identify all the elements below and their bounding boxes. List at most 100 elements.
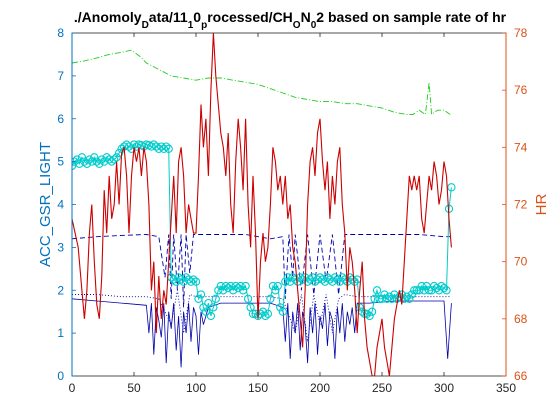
x-tick-label: 300 [434, 381, 454, 395]
series-layer [72, 33, 456, 376]
title-part: O [293, 20, 301, 31]
chart-title-text: ./AnomolyData/1110processed/CHON02 based… [74, 9, 507, 31]
data-point [204, 298, 213, 308]
y-tick-left-label: 0 [57, 369, 64, 383]
title-part: ata/11 [149, 9, 188, 25]
plot-background [72, 33, 506, 376]
data-point [216, 281, 225, 291]
y-tick-right-label: 74 [514, 140, 528, 154]
x-axis: 0 50 100 150 200 250 300 350 [69, 33, 516, 395]
data-point [382, 294, 392, 303]
data-point [236, 281, 245, 291]
data-point [196, 290, 206, 299]
data-point [105, 155, 114, 164]
y-tick-right-label: 72 [514, 198, 528, 212]
data-point [85, 155, 94, 164]
data-point [77, 153, 87, 162]
data-point [226, 281, 235, 291]
y-axis-left: 0 1 2 3 4 5 6 7 8 [57, 26, 76, 383]
data-point [241, 281, 250, 291]
data-point [313, 275, 322, 284]
data-point [387, 294, 397, 303]
data-point [147, 142, 156, 151]
data-point [184, 275, 193, 284]
title-part: ./Anomoly [74, 9, 142, 25]
data-point [439, 283, 449, 293]
title-part: D [142, 20, 149, 31]
series-cyan-circles [72, 140, 456, 321]
data-point [283, 273, 292, 282]
y-tick-left-label: 8 [57, 26, 64, 40]
data-point [154, 144, 163, 153]
data-point [149, 140, 158, 149]
series-solid-blue [72, 298, 452, 368]
series-line [72, 33, 452, 376]
plot-area [71, 32, 507, 377]
y-tick-left-label: 1 [57, 326, 64, 340]
data-point [271, 286, 280, 295]
series-line [72, 298, 452, 368]
data-point [385, 292, 394, 301]
data-point [95, 159, 104, 168]
data-point [107, 157, 116, 166]
y-tick-left-label: 2 [57, 283, 64, 297]
data-point [162, 142, 171, 151]
data-point [229, 286, 238, 295]
data-point [407, 290, 416, 299]
data-point [251, 309, 260, 318]
data-point [234, 283, 243, 293]
data-point [266, 294, 275, 303]
data-point [276, 303, 285, 312]
data-point [362, 309, 372, 318]
data-point [114, 148, 124, 158]
data-point [186, 277, 196, 286]
series-solid-red [72, 33, 452, 376]
y-tick-right-label: 70 [514, 255, 528, 269]
data-point [263, 309, 273, 318]
data-point [194, 294, 203, 303]
title-part: p [201, 20, 207, 31]
x-tick-label: 100 [186, 381, 206, 395]
y-tick-left-label: 6 [57, 112, 64, 126]
data-point [87, 157, 96, 166]
data-point [258, 307, 268, 316]
data-point [110, 155, 119, 164]
data-point [424, 286, 434, 295]
y-tick-left-label: 5 [57, 155, 64, 169]
data-point [191, 277, 201, 286]
y-tick-left-label: 3 [57, 240, 64, 254]
data-point [415, 286, 424, 295]
x-tick-label: 0 [69, 381, 76, 395]
data-point [231, 281, 240, 291]
data-point [278, 307, 287, 316]
y-tick-right-label: 78 [514, 26, 528, 40]
data-point [238, 286, 248, 295]
x-tick-label: 200 [310, 381, 330, 395]
data-point [201, 307, 211, 316]
data-point [112, 153, 121, 162]
data-point [199, 303, 208, 312]
data-point [442, 286, 451, 295]
data-point [410, 286, 419, 295]
data-point [367, 307, 377, 316]
x-tick-label: 250 [372, 381, 392, 395]
data-point [164, 144, 173, 153]
data-point [157, 142, 166, 151]
data-point [102, 153, 111, 162]
data-point [209, 303, 218, 312]
data-point [90, 153, 99, 162]
data-point [221, 281, 230, 291]
data-point [82, 159, 92, 168]
y-axis-right-label: HR [533, 194, 550, 216]
data-point [181, 273, 191, 282]
y-tick-right-label: 76 [514, 83, 528, 97]
y-tick-right-label: 66 [514, 369, 528, 383]
data-point [405, 294, 414, 303]
data-point [273, 281, 282, 291]
y-axis-right: 66 68 70 72 74 76 78 [502, 26, 528, 383]
data-point [152, 142, 161, 151]
y-tick-left-label: 4 [57, 198, 64, 212]
data-point [447, 183, 456, 192]
title-part: N [301, 9, 311, 25]
